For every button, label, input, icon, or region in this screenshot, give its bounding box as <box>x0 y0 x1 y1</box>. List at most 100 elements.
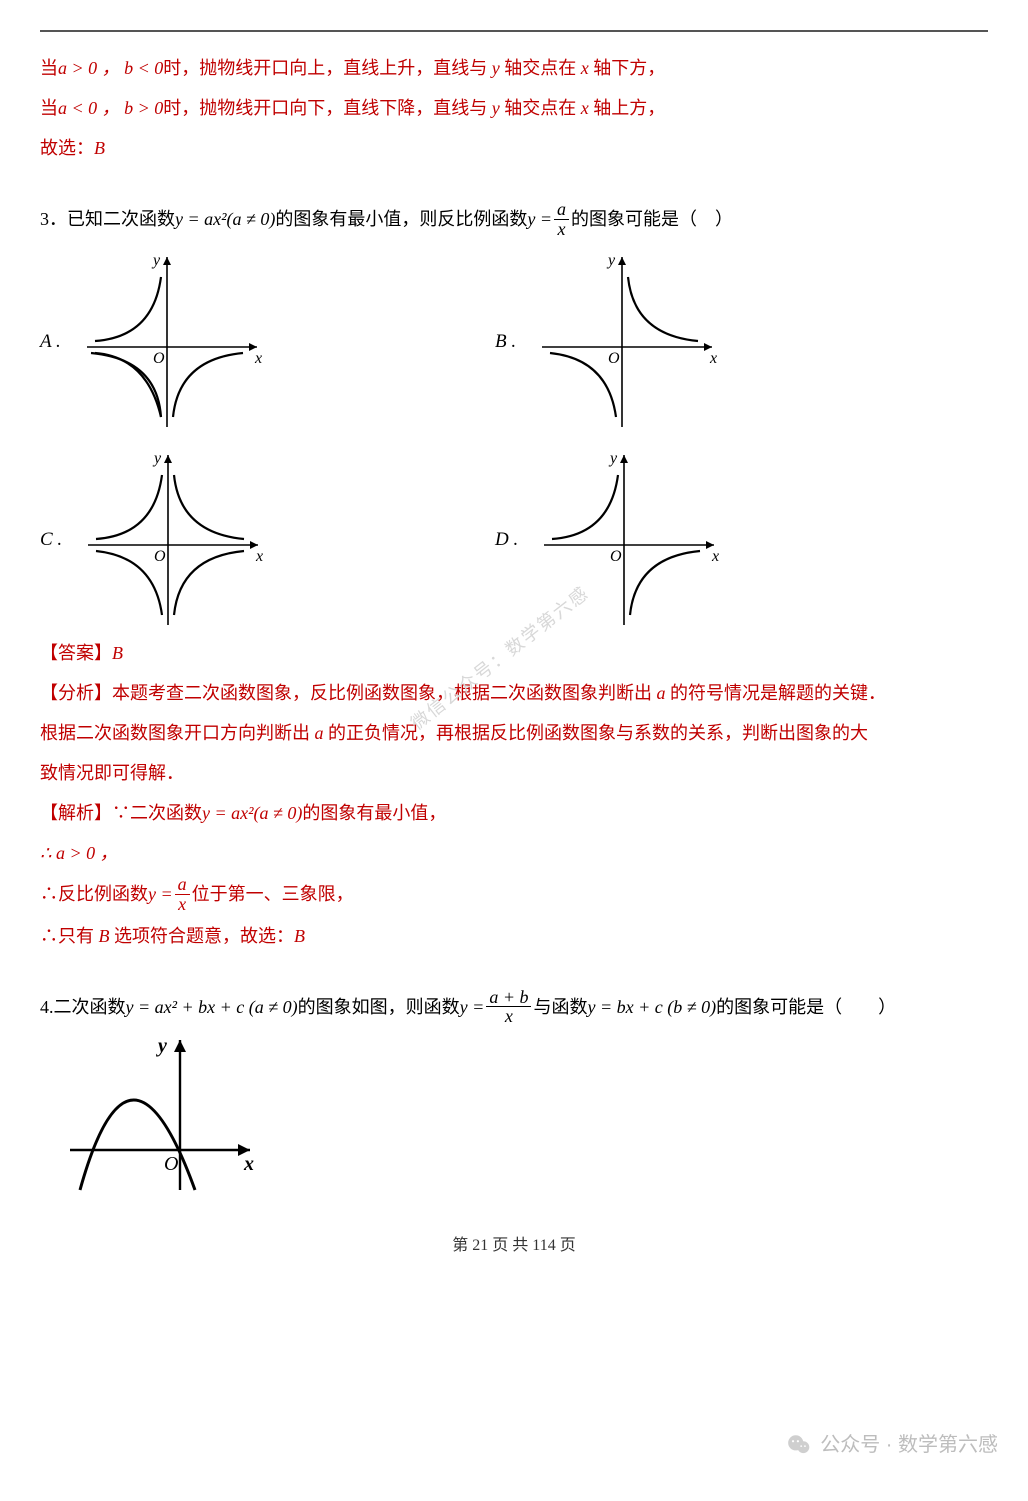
page-total: 114 <box>532 1237 555 1254</box>
a: a <box>657 683 666 703</box>
t: 与函数 <box>533 989 587 1025</box>
option-label-D: D . <box>495 521 518 559</box>
denominator: x <box>175 895 189 914</box>
axis-x: x <box>709 350 717 367</box>
eq: y = bx + c (b ≠ 0) <box>587 989 716 1025</box>
graph-A: x y O <box>67 247 267 437</box>
fraction: a x <box>175 875 190 914</box>
cond: a < 0 ， b > 0 <box>58 98 163 118</box>
top-rule <box>40 30 988 32</box>
q4-stem: 4. 二次函数 y = ax² + bx + c (a ≠ 0) 的图象如图，则… <box>40 988 988 1027</box>
origin: O <box>153 350 165 367</box>
eq: y = ax²(a ≠ 0) <box>202 795 302 831</box>
t: 的正负情况，再根据反比例函数图象与系数的关系，判断出图象的大 <box>324 723 869 743</box>
axis-y: y <box>156 1035 167 1057</box>
eq-y: y = <box>460 989 485 1025</box>
t: ∵二次函数 <box>112 795 202 831</box>
eq: y = ax²(a ≠ 0) <box>175 201 275 237</box>
t: 二次函数 <box>54 989 126 1025</box>
numerator: a + b <box>486 988 531 1008</box>
eq: y = ax² + bx + c (a ≠ 0) <box>126 989 298 1025</box>
corner-watermark: 公众号 · 数学第六感 <box>786 1425 998 1465</box>
q4-number: 4. <box>40 989 54 1025</box>
option-C: C . x y O <box>40 445 495 635</box>
axis-y: y <box>151 252 161 269</box>
option-label-C: C . <box>40 521 62 559</box>
t: 页 <box>556 1237 576 1254</box>
prev-line3: 故选：B <box>40 130 988 166</box>
t: 的图象如图，则函数 <box>298 989 460 1025</box>
axis-x: x <box>255 548 263 565</box>
axis-y: y <box>606 252 616 269</box>
prev-line2: 当a < 0 ， b > 0时，抛物线开口向下，直线下降，直线与 y 轴交点在 … <box>40 90 988 126</box>
t: 页 共 <box>488 1237 532 1254</box>
t: 选项符合题意，故选： <box>110 926 295 946</box>
t: 已知二次函数 <box>67 201 175 237</box>
t: 根据二次函数图象开口方向判断出 <box>40 723 315 743</box>
t: ∴ a > 0 ， <box>40 843 118 863</box>
option-label-B: B . <box>495 323 516 361</box>
t: 的图象可能是（ ） <box>716 989 896 1025</box>
q3-options-row2: C . x y O D . x y O <box>40 445 988 635</box>
prev-line1: 当a > 0 ， b < 0时，抛物线开口向上，直线上升，直线与 y 轴交点在 … <box>40 50 988 86</box>
label: 【解析】 <box>40 795 112 831</box>
y: y = <box>148 876 173 912</box>
x: x <box>581 98 589 118</box>
q3-analysis-3: 致情况即可得解． <box>40 755 988 791</box>
page-footer: 第 21 页 共 114 页 <box>40 1230 988 1262</box>
t: 的图象可能是（ ） <box>571 201 733 237</box>
cond: a > 0 ， b < 0 <box>58 58 163 78</box>
t: ∴只有 <box>40 926 99 946</box>
q3-sol-3: ∴反比例函数 y = a x 位于第一、三象限， <box>40 875 988 914</box>
wechat-icon <box>786 1432 812 1458</box>
t: 轴上方， <box>589 98 666 118</box>
t: 当 <box>40 58 58 78</box>
option-D: D . x y O <box>495 445 950 635</box>
q3-analysis-2: 根据二次函数图象开口方向判断出 a 的正负情况，再根据反比例函数图象与系数的关系… <box>40 715 988 751</box>
t: 的图象有最小值， <box>302 795 446 831</box>
x: x <box>581 58 589 78</box>
q3-answer: 【答案】B <box>40 635 988 671</box>
q3-options-row1: A . x y O B . x y O <box>40 247 988 437</box>
t: 轴交点在 <box>500 58 581 78</box>
option-A: A . x y O <box>40 247 495 437</box>
axis-x: x <box>711 548 719 565</box>
numerator: a <box>175 875 190 895</box>
fraction: a x <box>554 200 569 239</box>
q3-analysis-1: 【分析】本题考查二次函数图象，反比例函数图象，根据二次函数图象判断出 a 的符号… <box>40 675 988 711</box>
y: y <box>492 58 500 78</box>
t: 的符号情况是解题的关键． <box>666 683 887 703</box>
val: B <box>112 643 123 663</box>
numerator: a <box>554 200 569 220</box>
q3-sol-2: ∴ a > 0 ， <box>40 835 988 871</box>
q3-sol-1: 【解析】∵二次函数 y = ax²(a ≠ 0) 的图象有最小值， <box>40 795 988 831</box>
axis-y: y <box>608 450 618 467</box>
t: 轴下方， <box>589 58 666 78</box>
ans: B <box>94 138 105 158</box>
t: 当 <box>40 98 58 118</box>
q4-given-graph: x y O <box>60 1030 260 1200</box>
axis-y: y <box>152 450 162 467</box>
q3-number: 3． <box>40 201 67 237</box>
label: 【答案】 <box>40 643 112 663</box>
graph-C: x y O <box>68 445 268 635</box>
t: 的图象有最小值，则反比例函数 <box>275 201 527 237</box>
a: a <box>315 723 324 743</box>
origin: O <box>164 1153 178 1175</box>
q3-sol-4: ∴只有 B 选项符合题意，故选：B <box>40 918 988 954</box>
denominator: x <box>502 1007 516 1026</box>
y: y <box>492 98 500 118</box>
option-B: B . x y O <box>495 247 950 437</box>
axis-x: x <box>254 350 262 367</box>
page-num: 21 <box>472 1237 488 1254</box>
origin: O <box>608 350 620 367</box>
q3-stem: 3． 已知二次函数 y = ax²(a ≠ 0) 的图象有最小值，则反比例函数 … <box>40 200 988 239</box>
axis-x: x <box>243 1153 254 1175</box>
graph-D: x y O <box>524 445 724 635</box>
eq-y: y = <box>527 201 552 237</box>
origin: O <box>154 548 166 565</box>
fraction: a + b x <box>486 988 531 1027</box>
b: B <box>99 926 110 946</box>
watermark-text: 公众号 · 数学第六感 <box>820 1425 998 1465</box>
origin: O <box>610 548 622 565</box>
